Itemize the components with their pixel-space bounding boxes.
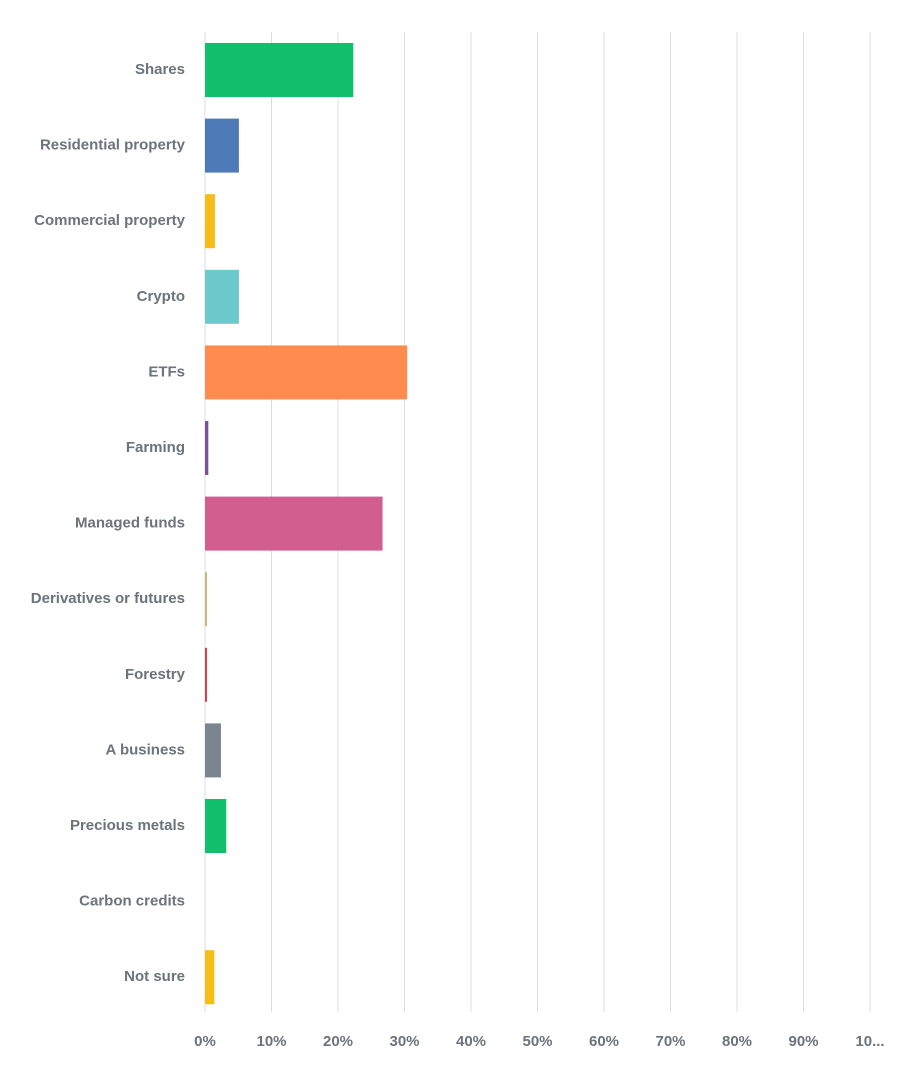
category-label: Residential property (40, 137, 186, 154)
bar[interactable] (205, 269, 239, 324)
bar[interactable] (205, 950, 215, 1005)
category-label: Forestry (125, 666, 186, 683)
bar[interactable] (205, 572, 207, 627)
x-tick-label: 10... (855, 1033, 884, 1050)
category-label: ETFs (148, 363, 185, 380)
x-axis-ticks: 0% 10% 20% 30% 40% 50% 60% 70% 80% 90% 10... (194, 1033, 884, 1050)
bar[interactable] (205, 799, 227, 853)
x-tick-label: 80% (722, 1033, 752, 1050)
bar[interactable] (205, 421, 209, 475)
bars (205, 43, 408, 1005)
grid-lines (204, 32, 871, 1012)
bar[interactable] (205, 647, 207, 702)
bar[interactable] (205, 118, 239, 173)
x-tick-label: 10% (256, 1033, 286, 1050)
x-tick-label: 70% (655, 1033, 685, 1050)
category-label: Crypto (137, 288, 185, 305)
x-tick-label: 90% (788, 1033, 818, 1050)
category-labels: Shares Residential property Commercial pro… (31, 61, 186, 985)
bar[interactable] (205, 496, 383, 551)
category-label: A business (106, 741, 185, 758)
x-tick-label: 30% (389, 1033, 419, 1050)
bar[interactable] (205, 345, 408, 400)
category-label: Shares (135, 61, 185, 78)
category-label: Derivatives or futures (31, 590, 185, 607)
x-tick-label: 40% (456, 1033, 486, 1050)
x-tick-label: 60% (589, 1033, 619, 1050)
category-label: Farming (126, 439, 185, 456)
bar[interactable] (205, 723, 221, 778)
bar[interactable] (205, 194, 215, 249)
x-tick-label: 50% (522, 1033, 552, 1050)
category-label: Precious metals (70, 817, 185, 834)
category-label: Carbon credits (79, 893, 185, 910)
bar[interactable] (205, 43, 354, 97)
x-tick-label: 20% (323, 1033, 353, 1050)
category-label: Commercial property (34, 212, 186, 229)
x-tick-label: 0% (194, 1033, 216, 1050)
category-label: Managed funds (75, 515, 185, 532)
category-label: Not sure (124, 968, 185, 985)
